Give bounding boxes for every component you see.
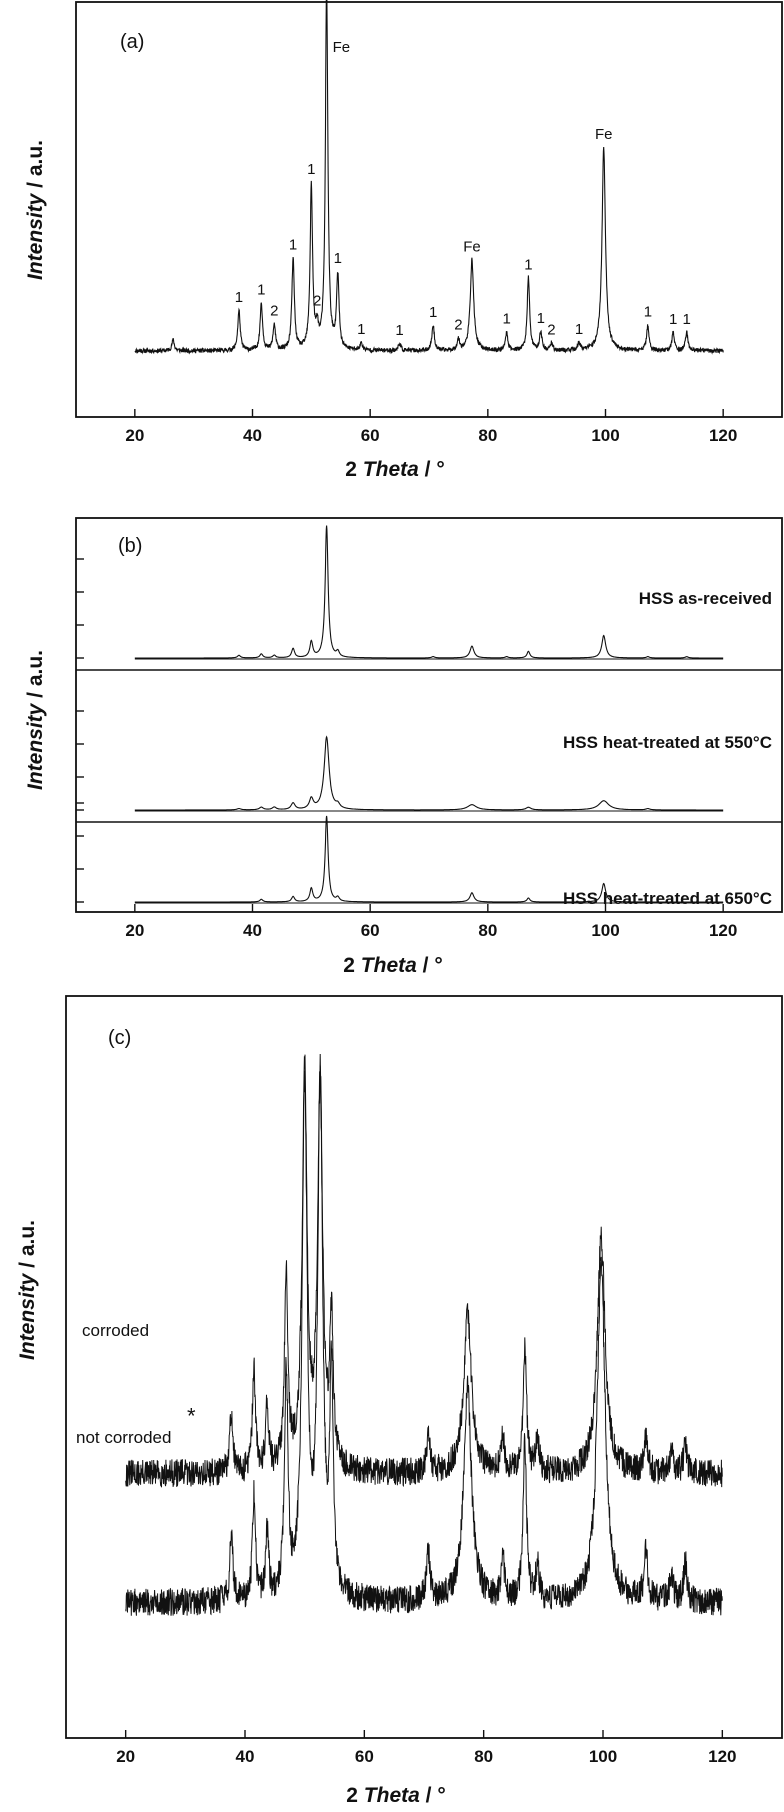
- panel-a-peak-label: 1: [257, 281, 265, 298]
- panel-b-ylabel: Intensity / a.u.: [24, 650, 47, 790]
- panel-a-tag: (a): [120, 31, 144, 53]
- panel-b-xtick-label-40: 40: [243, 921, 262, 940]
- panel-b-series-name-3: HSS heat-treated at 650°C: [563, 889, 772, 908]
- panel-a-ylabel: Intensity / a.u.: [24, 140, 47, 280]
- panel-c-xtick-label-80: 80: [474, 1747, 493, 1766]
- corrosion-asterisk: *: [187, 1404, 196, 1429]
- panel-c-xtick-label-20: 20: [116, 1747, 135, 1766]
- panel-a-peak-label: 2: [313, 292, 321, 309]
- panel-c-series-line-1: [125, 1053, 723, 1488]
- panel-c-xlabel: 2 Theta / °: [346, 1784, 445, 1807]
- panel-a-peak-label: 1: [307, 161, 315, 178]
- panel-a-peak-label: 1: [537, 310, 545, 327]
- panel-a-peak-label: 1: [644, 304, 652, 321]
- panel-a-frame: [75, 1, 783, 418]
- panel-a-xtick-label-80: 80: [478, 426, 497, 445]
- panel-c-xtick-label-120: 120: [708, 1747, 736, 1766]
- panel-a-peak-label: 2: [547, 321, 555, 338]
- panel-a-peak-label: 1: [395, 322, 403, 339]
- panel-c-series-name-2: not corroded: [76, 1428, 171, 1447]
- panel-b-series-name-2: HSS heat-treated at 550°C: [563, 733, 772, 752]
- panel-c-frame: [65, 995, 783, 1739]
- panel-c-xtick-label-100: 100: [589, 1747, 617, 1766]
- panel-c-xtick-label-40: 40: [236, 1747, 255, 1766]
- panel-b-xtick-label-120: 120: [709, 921, 737, 940]
- panel-c-series-name-1: corroded: [82, 1321, 149, 1340]
- panel-a-peak-label: 1: [669, 311, 677, 328]
- panel-a-xtick-label-40: 40: [243, 426, 262, 445]
- panel-a-peak-label: 1: [429, 304, 437, 321]
- panel-c-series-line-2: [125, 1065, 723, 1616]
- panel-a-peak-label: Fe: [463, 239, 481, 256]
- panel-b-frame: [75, 517, 783, 913]
- panel-b-xtick-label-60: 60: [361, 921, 380, 940]
- panel-a-peak-label: 1: [524, 256, 532, 273]
- panel-a-peak-label: 2: [270, 302, 278, 319]
- panel-a-xlabel: 2 Theta / °: [345, 458, 444, 481]
- panel-b-series-line-2: [134, 735, 724, 811]
- panel-c-tag: (c): [108, 1027, 131, 1049]
- panel-a-series-line: [134, 0, 724, 355]
- panel-a-peak-label: 1: [357, 321, 365, 338]
- panel-a-peak-label: Fe: [595, 126, 613, 143]
- panel-a-xtick-label-20: 20: [125, 426, 144, 445]
- panel-c-ylabel: Intensity / a.u.: [16, 1220, 39, 1360]
- panel-c-xtick-label-60: 60: [355, 1747, 374, 1766]
- panel-a-xtick-label-100: 100: [591, 426, 619, 445]
- panel-b-xtick-label-20: 20: [125, 921, 144, 940]
- panel-b-series-line-1: [134, 525, 724, 659]
- panel-a-xtick-label-60: 60: [361, 426, 380, 445]
- panel-a-peak-label: 1: [289, 237, 297, 254]
- panel-a-peak-label: 2: [454, 316, 462, 333]
- panel-a-peak-label: 1: [334, 250, 342, 267]
- panel-b-series-line-3: [134, 815, 724, 903]
- panel-b-tag: (b): [118, 535, 142, 557]
- panel-a-peak-label: Fe: [333, 39, 351, 56]
- panel-b-xlabel: 2 Theta / °: [343, 954, 442, 977]
- panel-a-peak-label: 1: [683, 311, 691, 328]
- panel-a-peak-label: 1: [575, 321, 583, 338]
- panel-b-series-name-1: HSS as-received: [639, 589, 772, 608]
- panel-a-peak-label: 1: [235, 289, 243, 306]
- panel-a-xtick-label-120: 120: [709, 426, 737, 445]
- panel-b-xtick-label-80: 80: [478, 921, 497, 940]
- panel-b: (b) 20 40 60 80 100 120 HSS as-received HSS he…: [24, 517, 783, 977]
- panel-a-peak-label: 1: [502, 311, 510, 328]
- panel-b-xtick-label-100: 100: [591, 921, 619, 940]
